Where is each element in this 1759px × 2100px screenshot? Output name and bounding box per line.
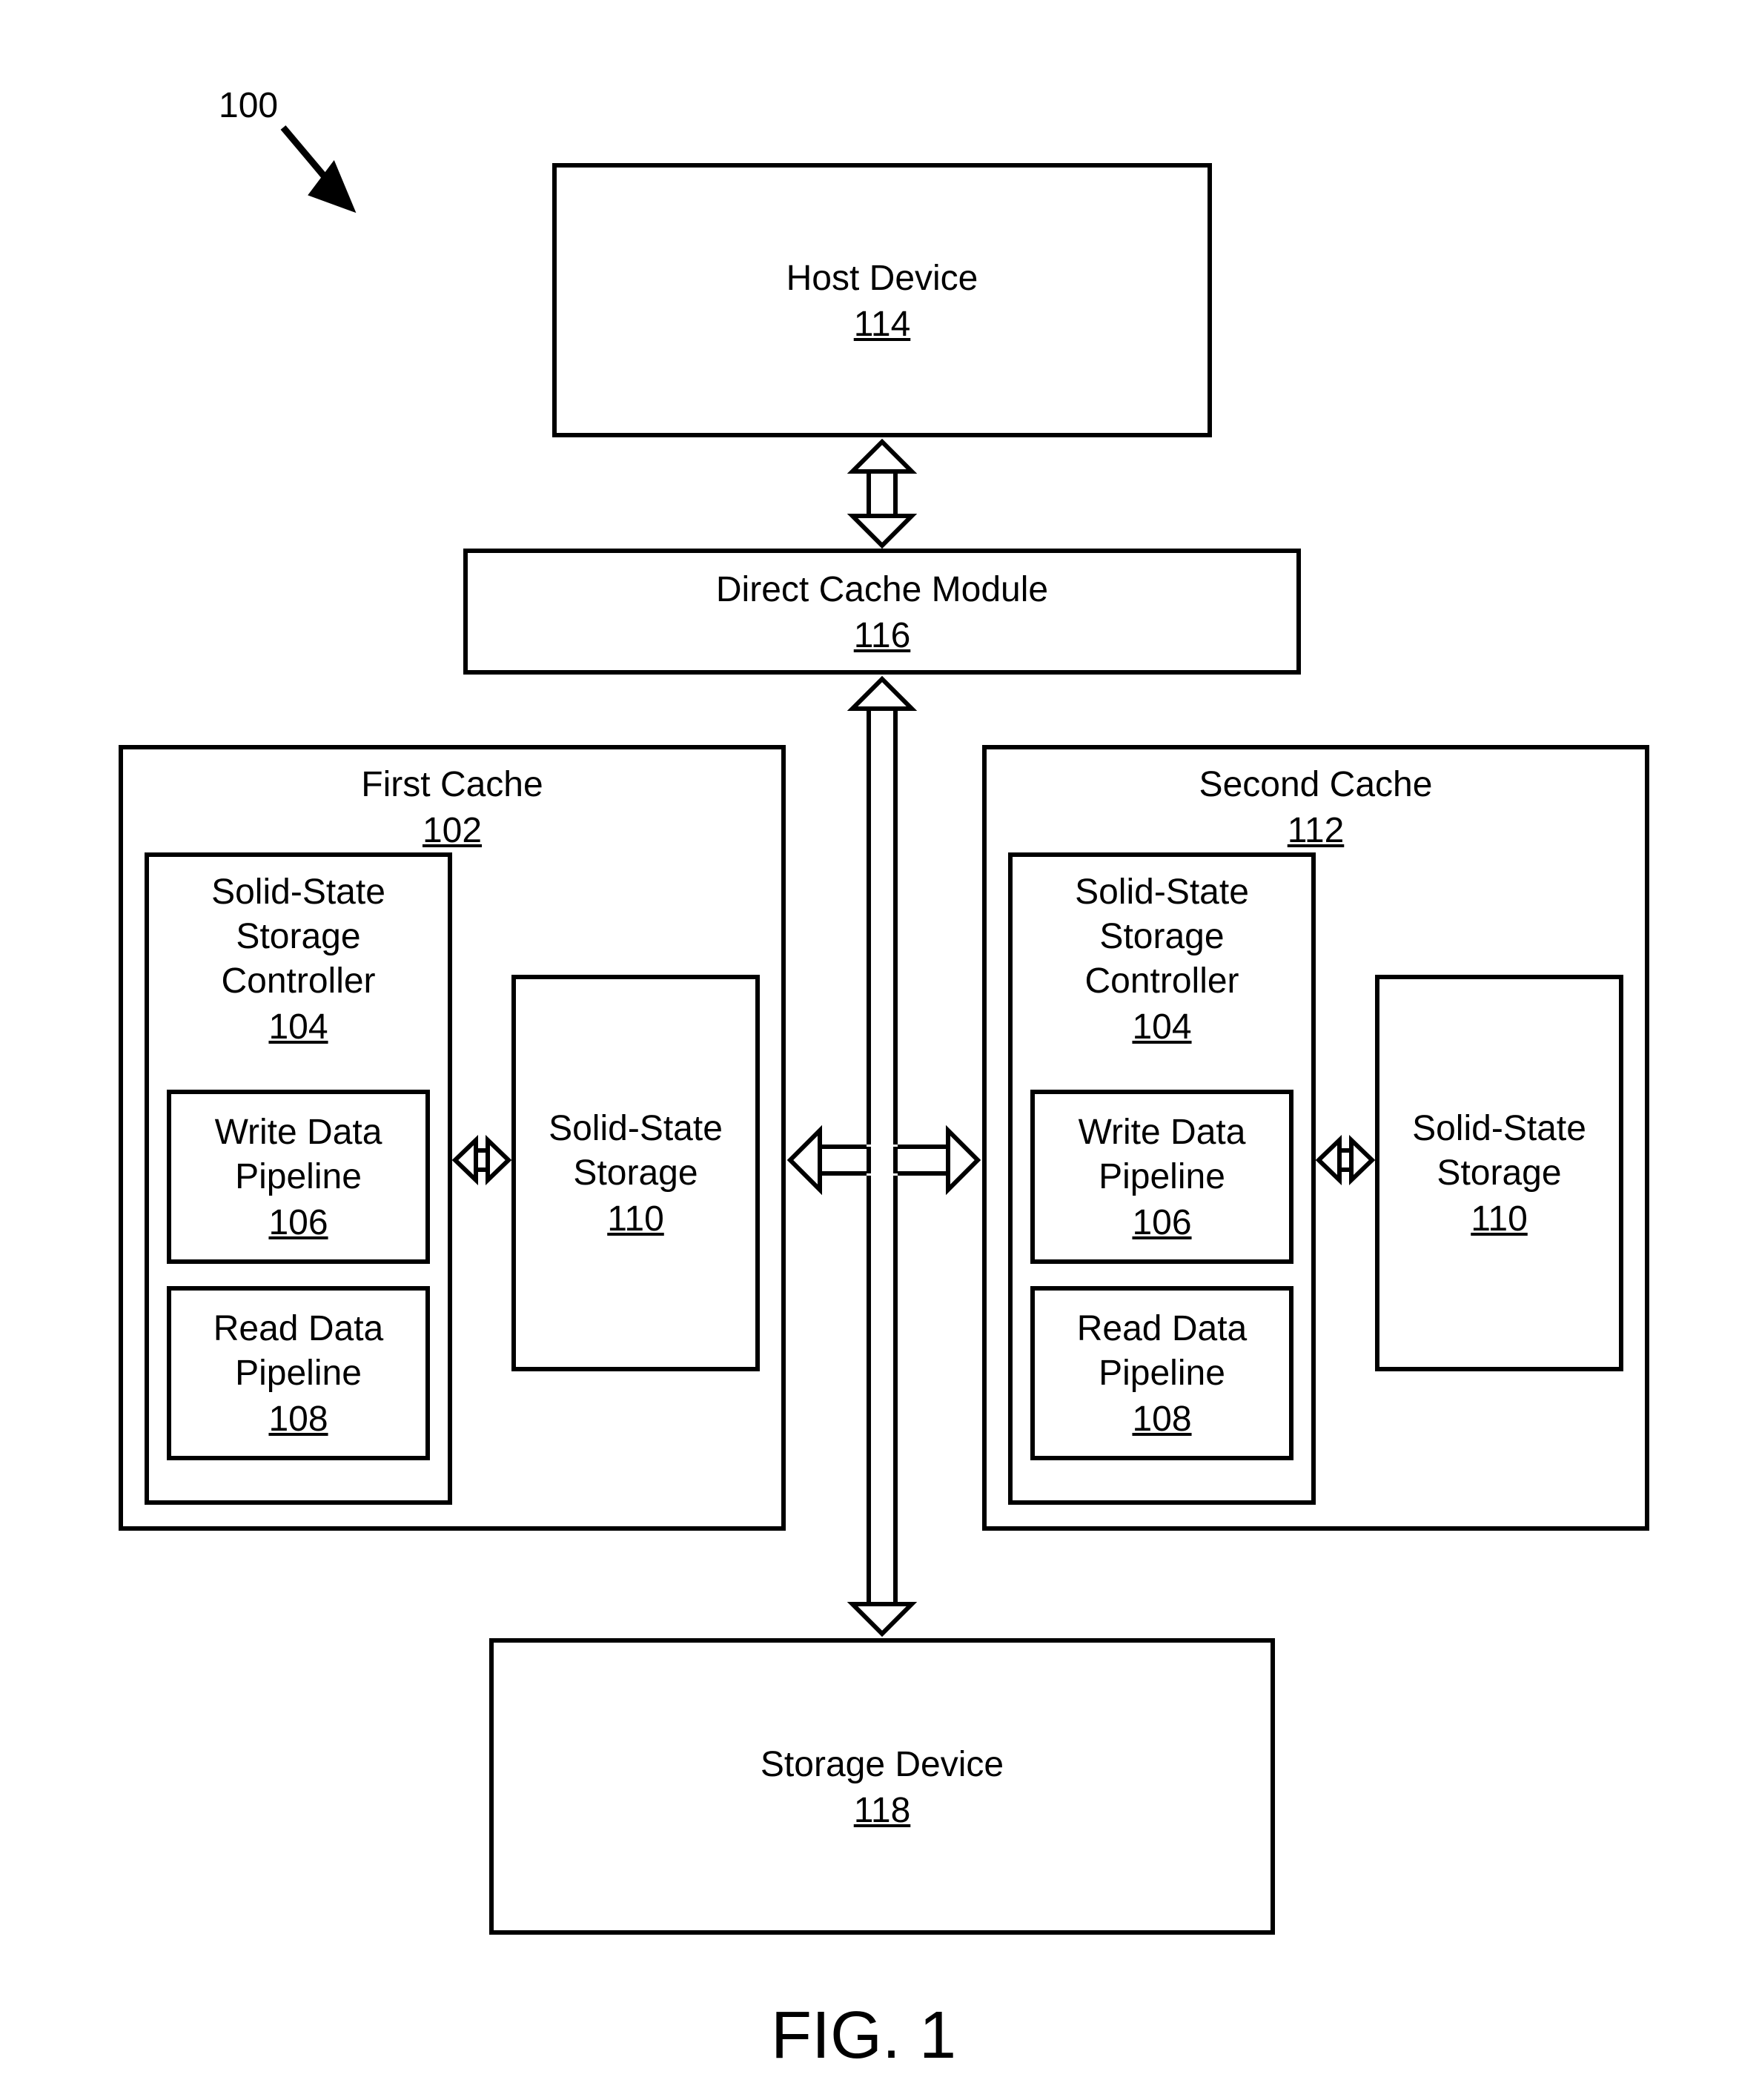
label-cache2: Second Cache bbox=[1199, 763, 1433, 807]
ref-ssc-1: 104 bbox=[268, 1007, 328, 1047]
ref-cache2: 112 bbox=[1288, 810, 1345, 851]
label-wdp-1: Write Data Pipeline bbox=[215, 1110, 382, 1199]
ref-sss-1: 110 bbox=[607, 1199, 664, 1239]
box-sss-2: Solid-State Storage 110 bbox=[1375, 975, 1623, 1371]
arrow-host-dcm bbox=[852, 442, 912, 546]
ref-rdp-2: 108 bbox=[1132, 1399, 1191, 1440]
label-rdp-1: Read Data Pipeline bbox=[213, 1307, 383, 1396]
ref-ssc-2: 104 bbox=[1132, 1007, 1191, 1047]
label-ssc-1: Solid-State Storage Controller bbox=[211, 870, 385, 1004]
label-ssc-2: Solid-State Storage Controller bbox=[1075, 870, 1249, 1004]
box-direct-cache-module: Direct Cache Module 116 bbox=[463, 549, 1301, 675]
label-storage: Storage Device bbox=[761, 1743, 1004, 1787]
box-wdp-1: Write Data Pipeline 106 bbox=[167, 1090, 430, 1264]
figure-ref-100: 100 bbox=[219, 85, 278, 126]
diagram-canvas: 100 Host Device 114 Direct Cache Module … bbox=[0, 0, 1759, 2100]
box-rdp-2: Read Data Pipeline 108 bbox=[1030, 1286, 1293, 1460]
pointer-arrow-100 bbox=[285, 130, 350, 209]
ref-host: 114 bbox=[854, 304, 911, 345]
ref-cache1: 102 bbox=[423, 810, 482, 851]
label-rdp-2: Read Data Pipeline bbox=[1077, 1307, 1247, 1396]
box-wdp-2: Write Data Pipeline 106 bbox=[1030, 1090, 1293, 1264]
box-sss-1: Solid-State Storage 110 bbox=[511, 975, 760, 1371]
label-dcm: Direct Cache Module bbox=[716, 568, 1048, 612]
arrow-dcm-storage bbox=[852, 679, 912, 1634]
pointer-arrow-100-clean bbox=[283, 127, 352, 209]
ref-storage: 118 bbox=[854, 1790, 911, 1831]
ref-wdp-2: 106 bbox=[1132, 1202, 1191, 1243]
label-host: Host Device bbox=[786, 256, 978, 301]
box-host-device: Host Device 114 bbox=[552, 163, 1212, 437]
label-cache1: First Cache bbox=[361, 763, 543, 807]
arrow-cache1-cache2 bbox=[790, 1130, 978, 1190]
figure-caption: FIG. 1 bbox=[771, 1998, 956, 2074]
label-sss-1: Solid-State Storage bbox=[549, 1107, 723, 1196]
ref-rdp-1: 108 bbox=[268, 1399, 328, 1440]
ref-sss-2: 110 bbox=[1471, 1199, 1528, 1239]
box-storage-device: Storage Device 118 bbox=[489, 1638, 1275, 1935]
box-rdp-1: Read Data Pipeline 108 bbox=[167, 1286, 430, 1460]
ref-dcm: 116 bbox=[854, 615, 911, 656]
label-sss-2: Solid-State Storage bbox=[1412, 1107, 1586, 1196]
ref-wdp-1: 106 bbox=[268, 1202, 328, 1243]
label-wdp-2: Write Data Pipeline bbox=[1079, 1110, 1246, 1199]
